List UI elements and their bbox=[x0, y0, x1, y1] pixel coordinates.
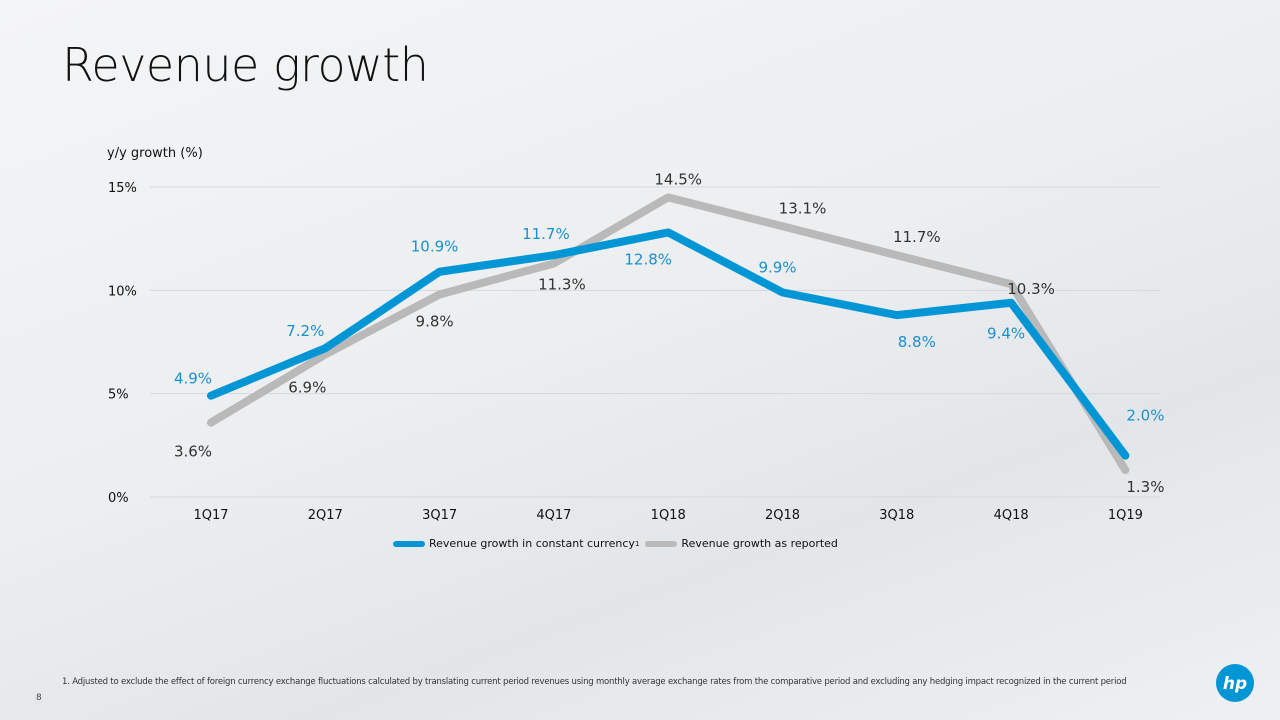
x-tick-label: 2Q17 bbox=[308, 508, 343, 523]
data-label-constant-currency: 10.9% bbox=[411, 238, 459, 256]
data-label-constant-currency: 4.9% bbox=[174, 370, 212, 388]
footnote: 1. Adjusted to exclude the effect of for… bbox=[62, 677, 1127, 687]
series-line-as-reported bbox=[207, 193, 1130, 475]
data-label-as-reported: 11.3% bbox=[538, 275, 586, 293]
x-tick-label: 4Q18 bbox=[994, 508, 1029, 523]
data-label-as-reported: 3.6% bbox=[174, 443, 212, 461]
x-tick-label: 1Q19 bbox=[1108, 508, 1143, 523]
data-label-constant-currency: 11.7% bbox=[522, 225, 570, 243]
data-label-as-reported: 10.3% bbox=[1007, 280, 1055, 298]
x-tick-label: 3Q17 bbox=[422, 508, 457, 523]
chart-legend: Revenue growth in constant currency 1 Rev… bbox=[393, 537, 844, 550]
data-label-constant-currency: 9.4% bbox=[987, 325, 1025, 343]
legend-swatch-constant-currency bbox=[393, 540, 425, 547]
legend-item-constant-currency: Revenue growth in constant currency 1 bbox=[393, 537, 639, 550]
x-tick-label: 4Q17 bbox=[536, 508, 571, 523]
data-label-as-reported: 9.8% bbox=[416, 312, 454, 330]
legend-swatch-as-reported bbox=[645, 540, 678, 547]
y-tick-label: 10% bbox=[108, 284, 137, 299]
data-label-constant-currency: 8.8% bbox=[898, 333, 936, 351]
data-label-as-reported: 6.9% bbox=[288, 378, 326, 396]
data-label-as-reported: 11.7% bbox=[893, 228, 941, 246]
data-label-as-reported: 14.5% bbox=[654, 170, 702, 188]
y-tick-label: 0% bbox=[108, 491, 129, 506]
slide-title: Revenue growth bbox=[62, 38, 429, 92]
data-label-constant-currency: 7.2% bbox=[286, 322, 324, 340]
svg-text:hp: hp bbox=[1223, 674, 1247, 694]
x-tick-label: 3Q18 bbox=[879, 508, 914, 523]
legend-label-constant-currency: Revenue growth in constant currency bbox=[429, 537, 635, 550]
data-label-constant-currency: 9.9% bbox=[758, 258, 796, 276]
data-label-as-reported: 13.1% bbox=[779, 199, 827, 217]
x-tick-label: 1Q18 bbox=[651, 508, 686, 523]
data-label-constant-currency: 2.0% bbox=[1126, 407, 1164, 425]
x-tick-label: 1Q17 bbox=[193, 508, 228, 523]
data-label-as-reported: 1.3% bbox=[1126, 478, 1164, 496]
hp-logo-icon: hp bbox=[1223, 674, 1247, 694]
y-axis-label: y/y growth (%) bbox=[107, 146, 203, 161]
x-tick-label: 2Q18 bbox=[765, 508, 800, 523]
data-label-constant-currency: 12.8% bbox=[624, 250, 672, 268]
y-tick-label: 5% bbox=[108, 388, 129, 403]
hp-logo: hp bbox=[1216, 664, 1254, 702]
legend-label-as-reported: Revenue growth as reported bbox=[681, 537, 838, 550]
legend-footnote-marker: 1 bbox=[634, 539, 640, 548]
page-number: 8 bbox=[36, 693, 42, 703]
legend-item-as-reported: Revenue growth as reported bbox=[645, 537, 838, 550]
y-tick-label: 15% bbox=[108, 181, 137, 196]
series-line-constant-currency bbox=[207, 228, 1130, 460]
